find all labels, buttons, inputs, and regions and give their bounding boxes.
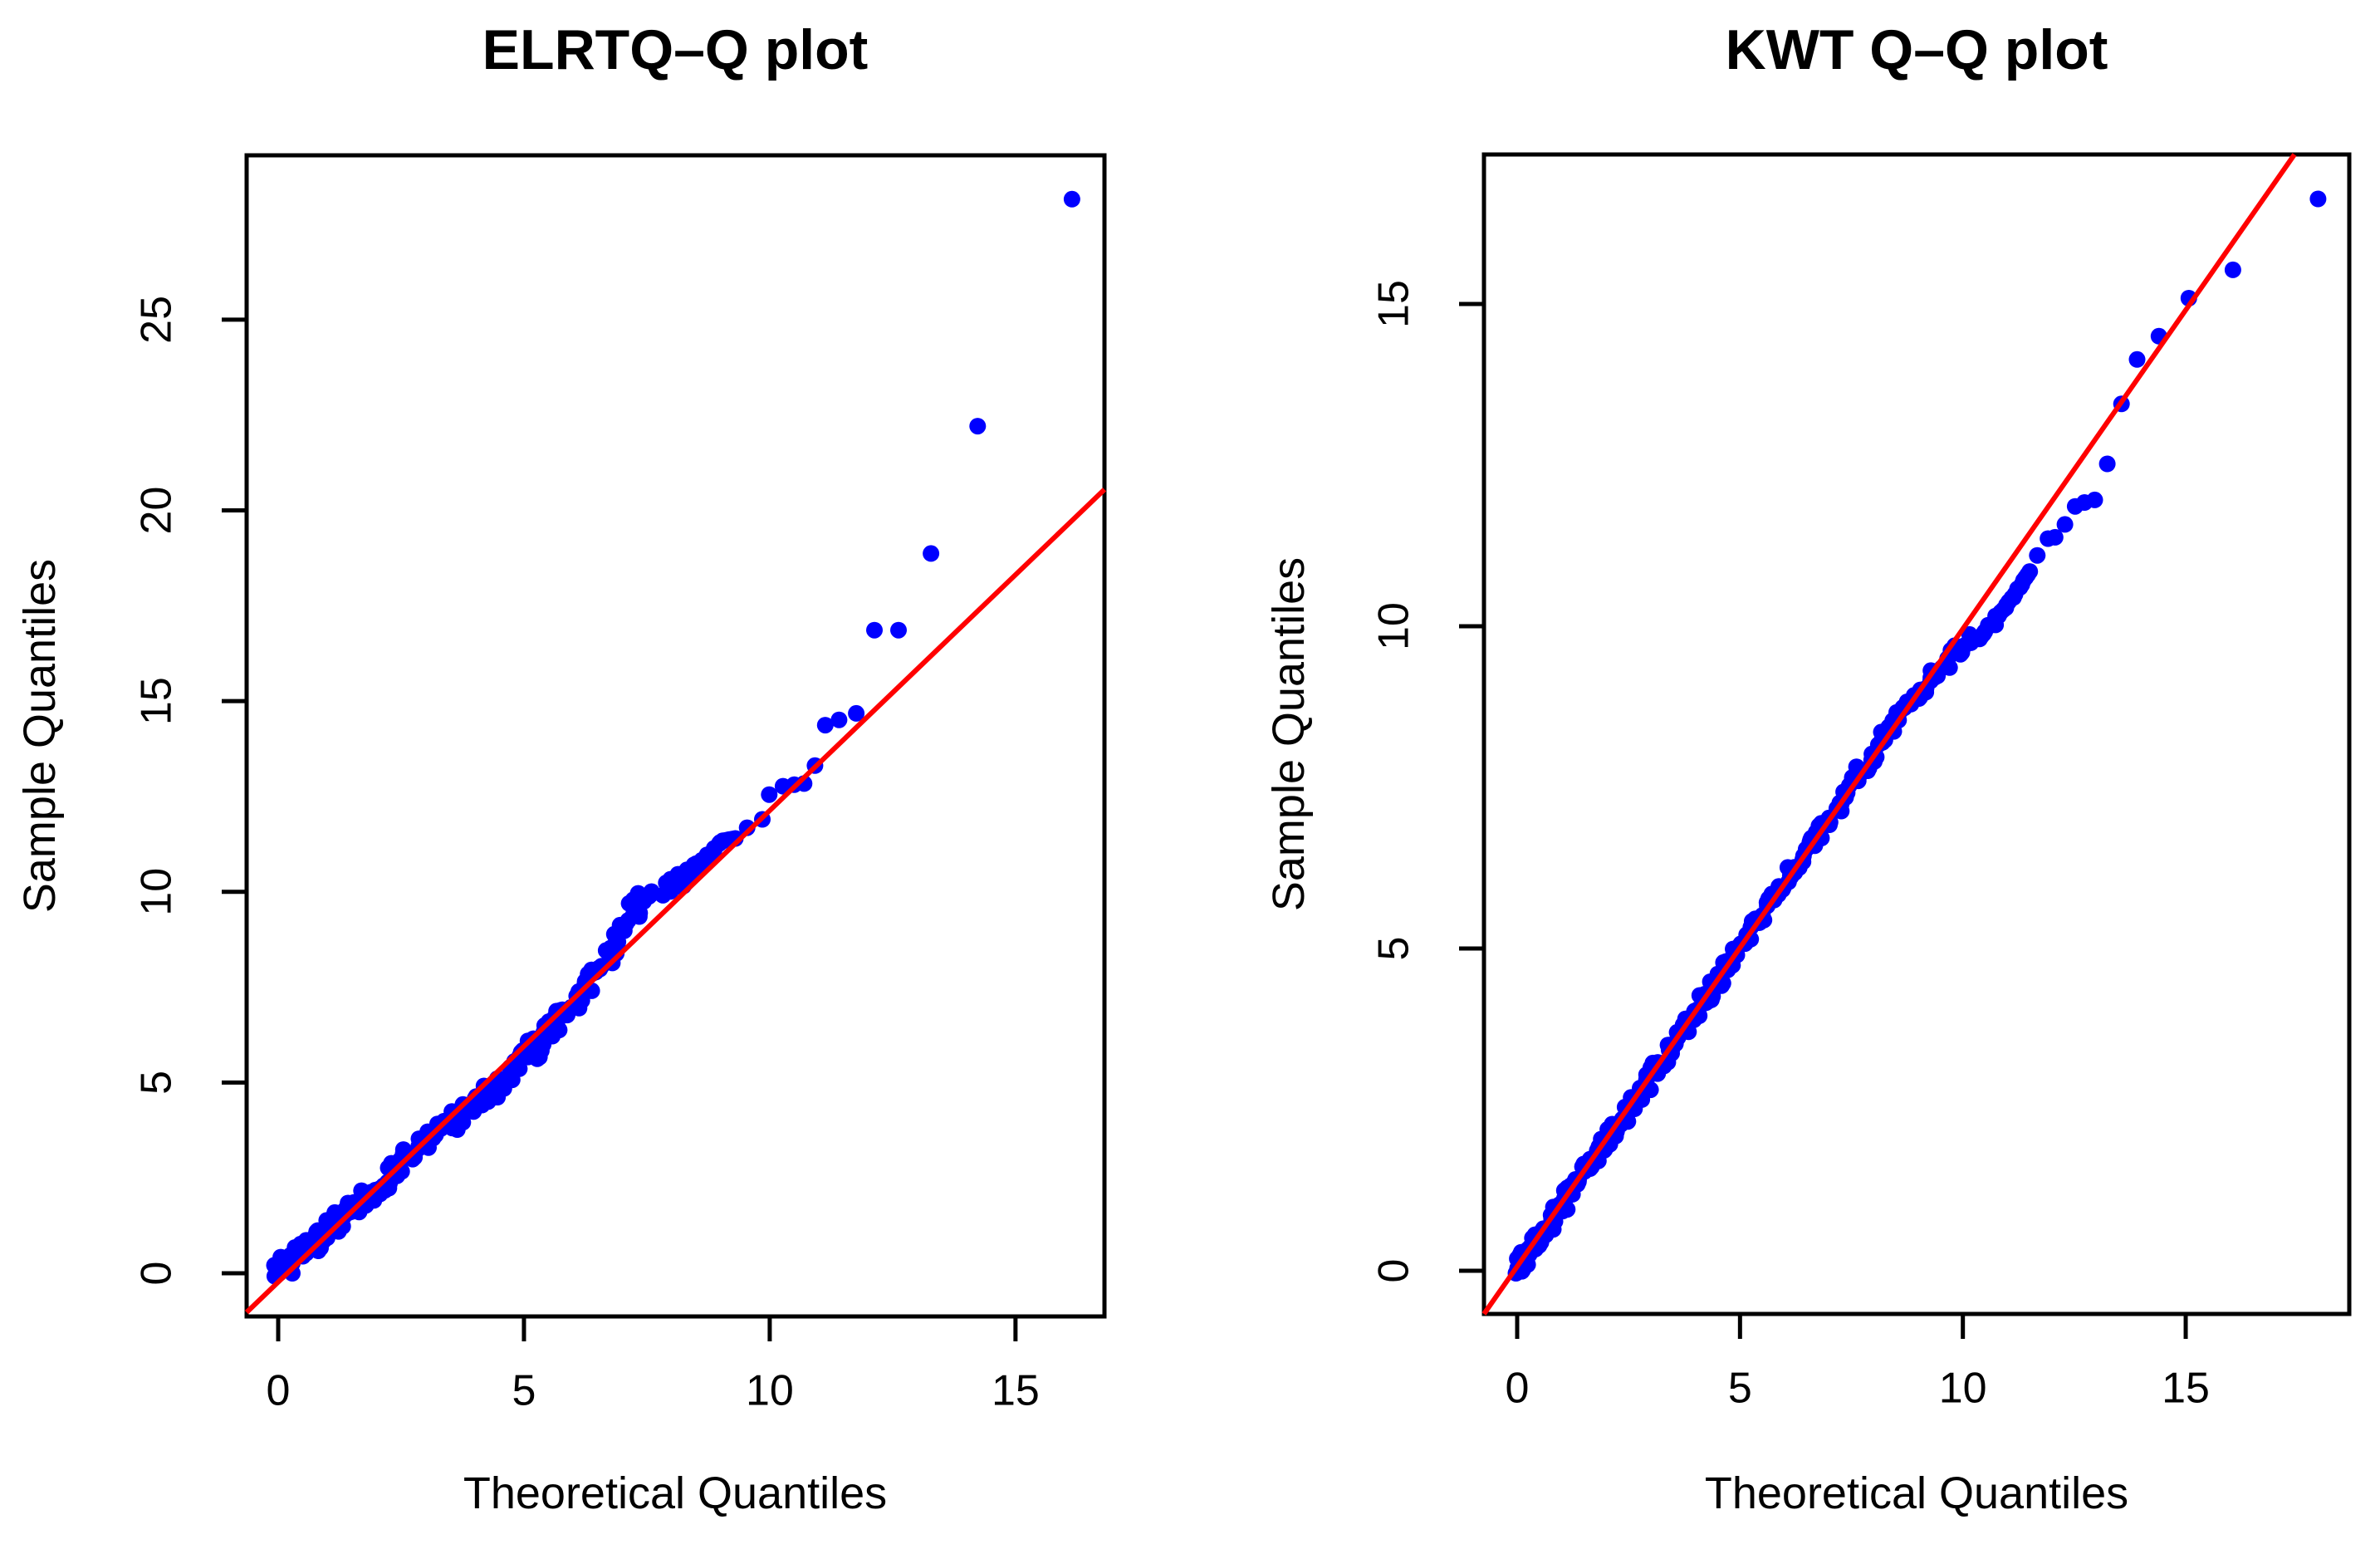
points-layer — [266, 190, 1080, 1285]
data-point — [642, 885, 659, 903]
x-tick-label: 0 — [1506, 1365, 1530, 1413]
data-point — [830, 711, 848, 728]
data-point — [454, 1114, 472, 1131]
x-tick-label: 5 — [512, 1367, 536, 1415]
data-point — [2029, 547, 2046, 564]
reference-line — [244, 488, 1107, 1315]
data-point — [969, 418, 987, 435]
data-point — [551, 1022, 568, 1039]
data-point — [2224, 261, 2241, 278]
x-tick-label: 10 — [1939, 1365, 1987, 1413]
left-xaxis-label: Theoretical Quantiles — [463, 1468, 888, 1518]
elrt-qq-panel: 0 5 10 15 0 5 10 15 20 25 — [133, 153, 1107, 1415]
y-tick-label: 10 — [133, 868, 181, 916]
data-point — [2086, 491, 2103, 508]
data-point — [866, 621, 883, 639]
plot-box — [1481, 152, 2352, 1316]
x-tick-label: 0 — [267, 1367, 291, 1415]
y-tick-label: 20 — [133, 487, 181, 535]
points-layer — [1507, 190, 2327, 1282]
x-tick-label: 5 — [1728, 1365, 1752, 1413]
x-tick-label: 15 — [992, 1367, 1040, 1415]
y-tick-label: 15 — [1370, 280, 1418, 328]
data-point — [2046, 528, 2064, 546]
data-point — [816, 717, 834, 734]
data-point — [848, 704, 865, 722]
y-tick-label: 5 — [133, 1071, 181, 1095]
x-tick-label: 15 — [2162, 1365, 2210, 1413]
y-tick-label: 25 — [133, 296, 181, 344]
left-plot-title: ELRTQ–Q plot — [482, 18, 869, 81]
data-point — [761, 786, 778, 803]
data-point — [738, 819, 756, 836]
left-yaxis-label: Sample Quantiles — [15, 558, 65, 914]
data-point — [890, 621, 907, 639]
data-point — [2128, 350, 2146, 368]
data-point — [2098, 455, 2116, 473]
y-tick-label: 15 — [133, 677, 181, 725]
y-tick-label: 5 — [1370, 937, 1418, 961]
y-tick-label: 0 — [1370, 1259, 1418, 1283]
data-point — [923, 545, 940, 562]
right-plot-title: KWT Q–Q plot — [1725, 18, 2108, 81]
data-point — [1063, 190, 1080, 208]
data-point — [2309, 190, 2327, 208]
plot-box — [244, 153, 1107, 1319]
right-yaxis-label: Sample Quantiles — [1264, 556, 1314, 912]
y-tick-label: 10 — [1370, 602, 1418, 650]
kwt-qq-panel: 0 5 10 15 0 5 10 15 — [1370, 152, 2352, 1413]
data-point — [427, 1126, 444, 1144]
reference-line — [1481, 153, 2297, 1316]
data-point — [2056, 516, 2074, 533]
right-xaxis-label: Theoretical Quantiles — [1704, 1468, 2129, 1518]
data-point — [2021, 563, 2039, 581]
x-tick-label: 10 — [746, 1367, 794, 1415]
y-tick-label: 0 — [133, 1262, 181, 1286]
